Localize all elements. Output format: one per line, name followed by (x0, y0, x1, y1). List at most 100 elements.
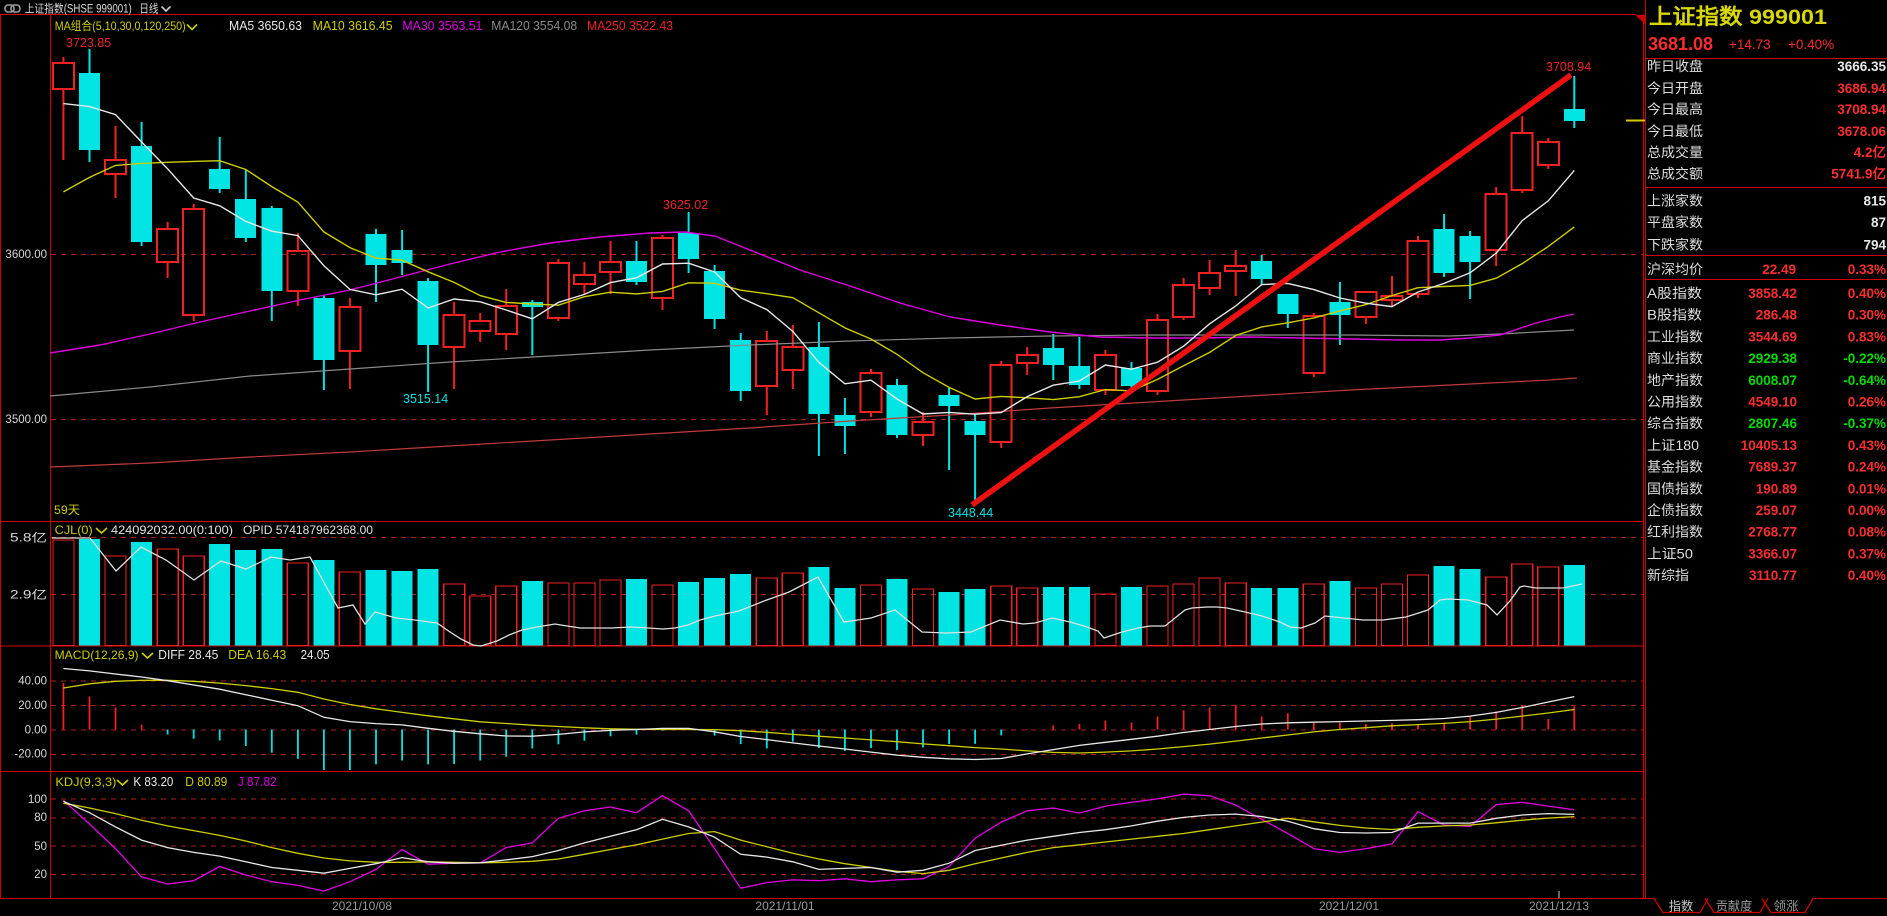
svg-text:DIFF 28.45: DIFF 28.45 (158, 648, 218, 662)
svg-text:工业指数: 工业指数 (1647, 329, 1704, 344)
svg-text:286.48: 286.48 (1756, 308, 1798, 323)
svg-text:2.9亿: 2.9亿 (10, 589, 47, 602)
svg-text:今日最低: 今日最低 (1647, 124, 1704, 139)
svg-text:3515.14: 3515.14 (403, 392, 448, 406)
svg-text:100: 100 (28, 794, 47, 806)
svg-text:3448.44: 3448.44 (948, 506, 993, 520)
svg-text:3110.77: 3110.77 (1749, 568, 1797, 583)
svg-text:2768.77: 2768.77 (1748, 525, 1797, 540)
svg-text:0.40%: 0.40% (1848, 568, 1886, 583)
svg-text:24.05: 24.05 (301, 648, 330, 662)
svg-text:日线: 日线 (139, 2, 158, 16)
svg-text:国债指数: 国债指数 (1647, 481, 1704, 496)
svg-text:3666.35: 3666.35 (1837, 59, 1886, 74)
svg-text:0.24%: 0.24% (1848, 460, 1886, 475)
svg-text:80: 80 (34, 812, 47, 824)
svg-text:昨日收盘: 昨日收盘 (1647, 58, 1703, 74)
svg-text:424092032.00(0:100): 424092032.00(0:100) (111, 523, 233, 537)
svg-text:上证指数(SHSE 999001): 上证指数(SHSE 999001) (25, 2, 132, 16)
svg-text:DEA 16.43: DEA 16.43 (228, 648, 286, 662)
svg-text:4.2亿: 4.2亿 (1854, 144, 1886, 160)
svg-text:4549.10: 4549.10 (1748, 395, 1797, 410)
svg-text:MA250 3522.43: MA250 3522.43 (587, 19, 673, 33)
svg-text:2021/10/08: 2021/10/08 (332, 899, 392, 913)
svg-text:CJL(0): CJL(0) (55, 523, 93, 537)
svg-text:A股指数: A股指数 (1647, 286, 1703, 301)
svg-text:今日开盘: 今日开盘 (1647, 80, 1703, 96)
svg-text:3500.00: 3500.00 (5, 414, 47, 426)
svg-text:815: 815 (1863, 193, 1886, 208)
svg-text:3544.69: 3544.69 (1748, 329, 1797, 344)
svg-text:59天: 59天 (54, 503, 80, 517)
svg-text:5.8亿: 5.8亿 (10, 532, 47, 545)
svg-text:-0.22%: -0.22% (1843, 351, 1886, 366)
svg-text:3708.94: 3708.94 (1837, 102, 1886, 117)
svg-text:今日最高: 今日最高 (1647, 101, 1703, 117)
svg-text:2021/12/01: 2021/12/01 (1319, 899, 1379, 913)
svg-text:2021/11/01: 2021/11/01 (755, 899, 814, 913)
svg-text:MA120 3554.08: MA120 3554.08 (491, 19, 577, 33)
svg-text:2929.38: 2929.38 (1748, 351, 1797, 366)
svg-text:3858.42: 3858.42 (1748, 286, 1797, 301)
svg-text:总成交量: 总成交量 (1647, 144, 1703, 160)
svg-text:-20.00: -20.00 (14, 749, 47, 761)
svg-text:0.26%: 0.26% (1848, 395, 1886, 410)
svg-text:商业指数: 商业指数 (1647, 351, 1704, 366)
svg-text:3366.07: 3366.07 (1748, 546, 1797, 561)
svg-text:2021/12/13: 2021/12/13 (1529, 899, 1589, 913)
svg-text:20.00: 20.00 (18, 700, 47, 712)
svg-text:上证50: 上证50 (1647, 546, 1693, 561)
svg-text:MA5 3650.63: MA5 3650.63 (229, 19, 302, 33)
svg-text:基金指数: 基金指数 (1647, 459, 1704, 475)
svg-text:B股指数: B股指数 (1647, 308, 1703, 323)
svg-text:3681.08: 3681.08 (1648, 34, 1713, 54)
svg-text:5741.9亿: 5741.9亿 (1831, 165, 1886, 181)
svg-text:87: 87 (1871, 215, 1886, 230)
svg-text:0.37%: 0.37% (1848, 546, 1886, 561)
svg-text:6008.07: 6008.07 (1748, 373, 1797, 388)
svg-text:红利指数: 红利指数 (1647, 525, 1704, 540)
svg-text:2807.46: 2807.46 (1748, 416, 1797, 431)
svg-text:50: 50 (34, 841, 47, 853)
svg-text:3686.94: 3686.94 (1837, 81, 1886, 96)
svg-text:0.00: 0.00 (25, 724, 47, 736)
svg-text:0.83%: 0.83% (1848, 329, 1886, 344)
svg-text:指数: 指数 (1669, 899, 1694, 914)
svg-text:D 80.89: D 80.89 (185, 775, 227, 789)
svg-text:10405.13: 10405.13 (1741, 438, 1798, 453)
svg-text:0.01%: 0.01% (1848, 481, 1886, 496)
svg-text:0.08%: 0.08% (1848, 525, 1886, 540)
svg-text:平盘家数: 平盘家数 (1647, 214, 1704, 230)
svg-text:20: 20 (34, 869, 47, 881)
svg-text:下跌家数: 下跌家数 (1647, 236, 1704, 252)
svg-text:7689.37: 7689.37 (1748, 460, 1797, 475)
svg-text:3625.02: 3625.02 (663, 198, 708, 212)
svg-text:-0.64%: -0.64% (1843, 373, 1886, 388)
svg-text:+0.40%: +0.40% (1788, 37, 1834, 52)
svg-text:3600.00: 3600.00 (5, 249, 47, 261)
svg-text:MA10 3616.45: MA10 3616.45 (313, 19, 393, 33)
svg-text:3723.85: 3723.85 (66, 36, 111, 50)
svg-text:MA30 3563.51: MA30 3563.51 (402, 19, 482, 33)
svg-text:贡献度: 贡献度 (1716, 899, 1753, 914)
svg-text:MACD(12,26,9): MACD(12,26,9) (55, 648, 139, 662)
svg-text:0.43%: 0.43% (1848, 438, 1886, 453)
svg-text:40.00: 40.00 (18, 676, 47, 688)
svg-text:地产指数: 地产指数 (1647, 373, 1704, 388)
svg-text:0.40%: 0.40% (1848, 286, 1886, 301)
svg-text:企债指数: 企债指数 (1647, 502, 1704, 518)
svg-text:上证指数 999001: 上证指数 999001 (1649, 5, 1827, 29)
svg-text:0.00%: 0.00% (1848, 503, 1886, 518)
svg-text:J 87.82: J 87.82 (238, 775, 277, 789)
svg-text:OPID 574187962368.00: OPID 574187962368.00 (243, 523, 373, 537)
svg-text:K 83.20: K 83.20 (133, 775, 173, 789)
svg-text:190.89: 190.89 (1756, 481, 1797, 496)
svg-text:总成交额: 总成交额 (1647, 165, 1704, 181)
svg-text:上涨家数: 上涨家数 (1647, 192, 1704, 208)
svg-text:KDJ(9,3,3): KDJ(9,3,3) (55, 775, 116, 789)
svg-text:-0.37%: -0.37% (1843, 416, 1886, 431)
svg-text:公用指数: 公用指数 (1647, 395, 1704, 410)
svg-text:MA组合(5,10,30,0,120,250): MA组合(5,10,30,0,120,250) (55, 18, 186, 33)
svg-text:794: 794 (1863, 237, 1886, 252)
svg-text:沪深均价: 沪深均价 (1647, 262, 1704, 277)
